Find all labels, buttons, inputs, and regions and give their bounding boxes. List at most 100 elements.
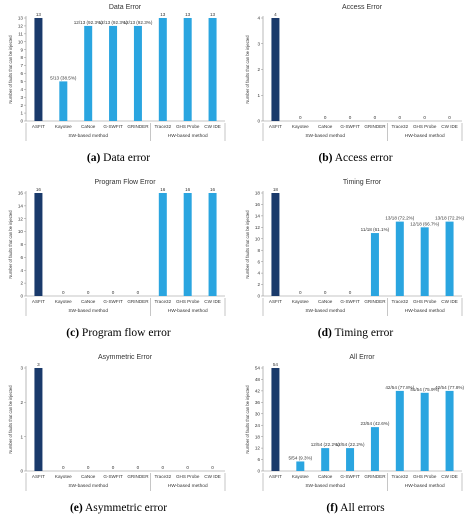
x-tick-label: GRINDER xyxy=(364,299,386,304)
x-tick-label: G-SWFIT xyxy=(103,299,123,304)
x-tick-label: GRINDER xyxy=(127,124,149,129)
bar xyxy=(370,233,379,296)
caption-letter: (f) xyxy=(326,502,338,514)
x-tick-label: G-SWFIT xyxy=(340,474,360,479)
data-label: 0 xyxy=(299,115,302,120)
y-axis-label: Number of faults that can be injected xyxy=(245,35,250,104)
y-tick-label: 2 xyxy=(257,67,260,72)
x-tick-label: ASFIT xyxy=(32,124,45,129)
x-tick-label: CaNoe xyxy=(81,299,96,304)
group-label: SW-based method xyxy=(68,133,108,139)
data-label: 0 xyxy=(87,290,90,295)
y-tick-label: 54 xyxy=(255,366,261,371)
y-tick-label: 0 xyxy=(257,119,260,124)
y-tick-label: 6 xyxy=(20,255,23,260)
bar xyxy=(296,461,305,471)
y-tick-label: 0 xyxy=(20,469,23,474)
y-tick-label: 2 xyxy=(20,281,23,286)
x-tick-label: Trace32 xyxy=(391,474,408,479)
y-tick-label: 18 xyxy=(255,434,261,439)
bar-chart: Data Error Number of faults that can be i… xyxy=(8,4,226,141)
y-tick-label: 0 xyxy=(257,469,260,474)
group-label: HW-based method xyxy=(168,483,208,489)
chart-caption: (b) Access error xyxy=(237,152,474,164)
x-tick-label: CaNoe xyxy=(318,124,333,129)
y-tick-label: 12 xyxy=(18,216,24,221)
data-label: 42/54 (77.8%) xyxy=(385,385,414,390)
x-tick-label: G-SWFIT xyxy=(103,124,123,129)
bar xyxy=(445,390,454,471)
y-tick-label: 16 xyxy=(18,191,24,196)
y-tick-label: 42 xyxy=(255,388,261,393)
bar xyxy=(109,25,118,121)
data-label: 42/54 (77.8%) xyxy=(435,385,464,390)
y-tick-label: 13 xyxy=(18,16,24,21)
data-label: 11/18 (61.1%) xyxy=(361,227,390,232)
data-label: 13 xyxy=(160,12,166,17)
data-label: 0 xyxy=(349,115,352,120)
caption-text: Program flow error xyxy=(79,327,171,339)
data-label: 0 xyxy=(299,290,302,295)
data-label: 12/13 (92.3%) xyxy=(74,20,103,25)
y-tick-label: 14 xyxy=(18,203,24,208)
y-axis-label: Number of faults that can be injected xyxy=(245,385,250,454)
y-tick-label: 2 xyxy=(257,282,260,287)
y-tick-label: 1 xyxy=(257,93,260,98)
data-label: 0 xyxy=(62,290,65,295)
x-tick-label: ASFIT xyxy=(32,299,45,304)
y-tick-label: 10 xyxy=(18,39,24,44)
group-label: HW-based method xyxy=(168,133,208,139)
y-tick-label: 12 xyxy=(18,24,24,29)
bar xyxy=(346,448,355,471)
data-label: 0 xyxy=(349,290,352,295)
x-tick-label: CaNoe xyxy=(318,299,333,304)
y-tick-label: 3 xyxy=(20,366,23,371)
bar-chart: Timing Error Number of faults that can be… xyxy=(245,179,464,316)
bar xyxy=(34,18,43,121)
caption-text: Access error xyxy=(332,152,393,164)
chart-caption: (f) All errors xyxy=(237,502,474,514)
data-label: 0 xyxy=(137,290,140,295)
x-tick-label: CW IDE xyxy=(204,299,221,304)
y-tick-label: 3 xyxy=(20,95,23,100)
x-tick-label: ASFIT xyxy=(269,124,282,129)
chart-caption: (a) Data error xyxy=(0,152,237,164)
data-label: 16 xyxy=(185,187,191,192)
x-tick-label: G-SWFIT xyxy=(340,124,360,129)
x-tick-label: Kayotee xyxy=(292,124,309,129)
chart-panel-2: Access Error Number of faults that can be… xyxy=(237,0,474,175)
data-label: 13 xyxy=(185,12,191,17)
y-tick-label: 12 xyxy=(255,225,261,230)
bar xyxy=(208,18,217,121)
group-label: SW-based method xyxy=(305,133,345,139)
bar xyxy=(133,25,142,121)
data-label: 3 xyxy=(37,362,40,367)
data-label: 0 xyxy=(423,115,426,120)
chart-title: Access Error xyxy=(342,4,383,11)
y-tick-label: 0 xyxy=(20,119,23,124)
x-tick-label: Kayotee xyxy=(292,474,309,479)
chart-title: Asymmetric Error xyxy=(98,354,153,361)
data-label: 0 xyxy=(399,115,402,120)
y-tick-label: 24 xyxy=(255,423,261,428)
bar-chart: Asymmetric Error Number of faults that ca… xyxy=(8,354,226,491)
group-label: SW-based method xyxy=(68,308,108,314)
y-tick-label: 4 xyxy=(20,87,23,92)
x-tick-label: CaNoe xyxy=(318,474,333,479)
y-tick-label: 5 xyxy=(20,79,23,84)
bar-chart: All Error Number of faults that can be in… xyxy=(245,354,464,491)
chart-panel-1: Data Error Number of faults that can be i… xyxy=(0,0,237,175)
y-tick-label: 7 xyxy=(20,63,23,68)
x-tick-label: GHS Probe xyxy=(413,474,437,479)
chart-panel-4: Timing Error Number of faults that can be… xyxy=(237,175,474,350)
x-tick-label: Trace32 xyxy=(154,124,171,129)
caption-letter: (a) xyxy=(86,152,101,164)
group-label: HW-based method xyxy=(405,133,445,139)
y-tick-label: 4 xyxy=(257,16,260,21)
y-tick-label: 16 xyxy=(255,202,261,207)
bar xyxy=(183,193,192,296)
bar xyxy=(59,81,68,121)
chart-caption: (e) Asymmetric error xyxy=(0,502,237,514)
group-label: SW-based method xyxy=(305,483,345,489)
data-label: 13 xyxy=(210,12,216,17)
